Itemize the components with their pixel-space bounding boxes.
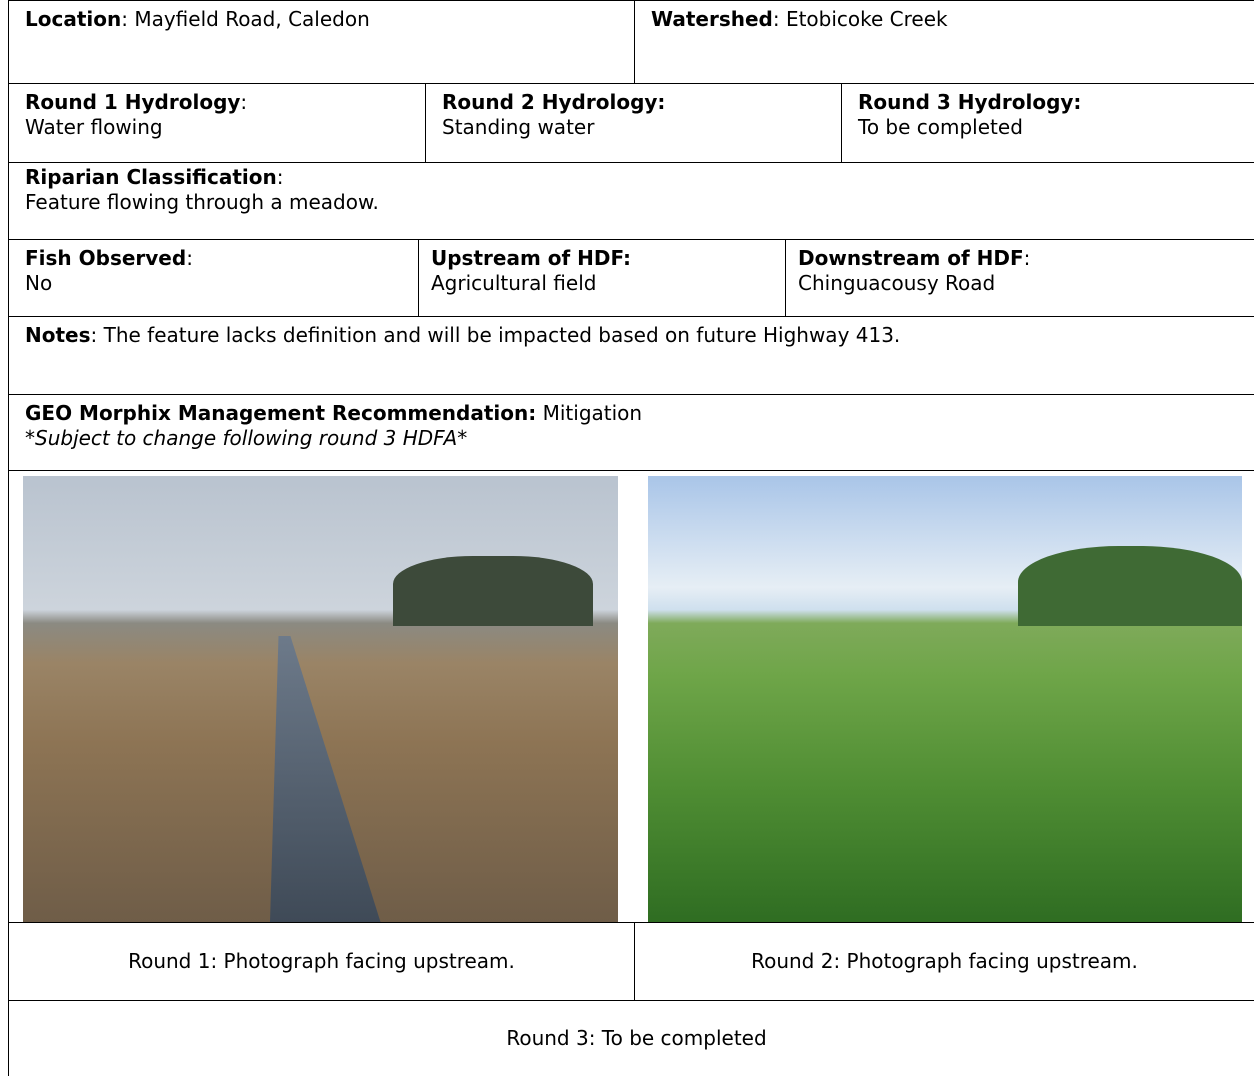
recommendation-note: *Subject to change following round 3 HDF… [25, 426, 467, 450]
fish-label: Fish Observed [25, 246, 186, 270]
notes-cell: Notes: The feature lacks definition and … [8, 316, 1254, 394]
hydrology-label: Round 3 Hydrology: [858, 90, 1081, 114]
hydrology-text: Standing water [442, 115, 594, 139]
recommendation-cell: GEO Morphix Management Recommendation: M… [8, 394, 1254, 470]
watershed-label: Watershed [651, 7, 773, 31]
hydrology-text: To be completed [858, 115, 1023, 139]
riparian-label: Riparian Classification [25, 165, 277, 189]
photo-water [253, 636, 423, 922]
photo-trees [1018, 546, 1242, 626]
downstream-text: Chinguacousy Road [798, 271, 995, 295]
hydrology-label: Round 2 Hydrology: [442, 90, 665, 114]
downstream-cell: Downstream of HDF: Chinguacousy Road [785, 239, 1254, 316]
caption-cell: Round 3: To be completed [8, 1000, 1254, 1076]
photo-trees [393, 556, 593, 626]
fish-text: No [25, 271, 52, 295]
fish-suffix: : [186, 246, 193, 270]
notes-label: Notes [25, 323, 91, 347]
upstream-cell: Upstream of HDF:Agricultural field [418, 239, 785, 316]
riparian-suffix: : [277, 165, 284, 189]
upstream-text: Agricultural field [431, 271, 596, 295]
caption: Round 2: Photograph facing upstream. [751, 949, 1138, 974]
hydrology-cell: Round 3 Hydrology:To be completed [841, 83, 1254, 162]
watershed-cell: Watershed: Etobicoke Creek [634, 0, 1254, 83]
caption-cell: Round 1: Photograph facing upstream. [8, 922, 634, 1000]
notes-text: : The feature lacks definition and will … [91, 323, 901, 347]
riparian-cell: Riparian Classification:Feature flowing … [8, 162, 1254, 239]
caption-cell: Round 2: Photograph facing upstream. [634, 922, 1254, 1000]
riparian-text: Feature flowing through a meadow. [25, 190, 379, 214]
photo-round-2 [648, 476, 1242, 922]
watershed-text: : Etobicoke Creek [773, 7, 948, 31]
hydrology-text: Water flowing [25, 115, 163, 139]
hydrology-label: Round 1 Hydrology [25, 90, 240, 114]
hydrology-suffix: : [240, 90, 247, 114]
caption: Round 1: Photograph facing upstream. [128, 949, 515, 974]
downstream-label: Downstream of HDF [798, 246, 1024, 270]
downstream-suffix: : [1024, 246, 1031, 270]
hydrology-cell: Round 1 Hydrology: Water flowing [8, 83, 425, 162]
fish-cell: Fish Observed: No [8, 239, 418, 316]
photo-round-1 [23, 476, 618, 922]
recommendation-label: GEO Morphix Management Recommendation: [25, 401, 536, 425]
hydrology-cell: Round 2 Hydrology:Standing water [425, 83, 841, 162]
location-text: : Mayfield Road, Caledon [121, 7, 370, 31]
caption: Round 3: To be completed [506, 1026, 766, 1051]
upstream-label: Upstream of HDF: [431, 246, 631, 270]
recommendation-text: Mitigation [536, 401, 642, 425]
page: Location: Mayfield Road, Caledon Watersh… [0, 0, 1254, 1076]
location-label: Location [25, 7, 121, 31]
location-cell: Location: Mayfield Road, Caledon [8, 0, 634, 83]
